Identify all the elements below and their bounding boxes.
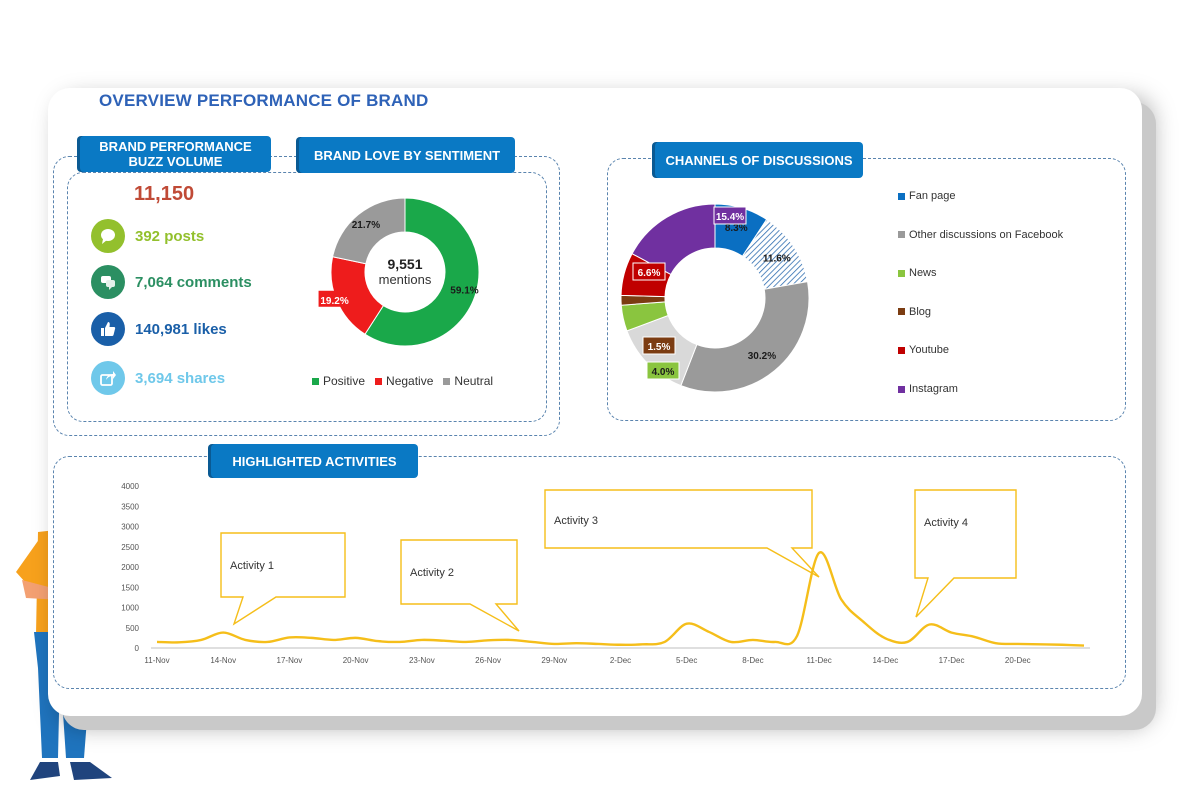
comments-icon	[91, 265, 125, 299]
thumbs-up-icon	[91, 312, 125, 346]
channels-legend-item-5: Instagram	[898, 383, 958, 395]
channels-value-label-2: 30.2%	[748, 351, 776, 362]
legend-text: News	[909, 267, 937, 280]
channels-value-label-5: 1.5%	[648, 342, 671, 353]
legend-text: Other discussions on Facebook	[909, 228, 1064, 241]
legend-text: Fan page	[909, 190, 956, 202]
legend-text: Negative	[386, 374, 434, 388]
channels-donut-chart: 8.3% 11.6% 30.2% 4.0% 1.5% 6.6% 15.4%	[620, 203, 810, 393]
sentiment-center-value: 9,551	[387, 256, 423, 272]
sentiment-legend: Positive Negative Neutral	[312, 374, 493, 388]
channels-label-bg-6	[632, 262, 666, 281]
legend-swatch	[898, 385, 905, 393]
legend-swatch	[375, 377, 383, 385]
share-icon	[91, 361, 125, 395]
metric-likes-text: 140,981 likes	[135, 320, 227, 338]
channels-value-label-6: 6.6%	[638, 268, 661, 279]
donut-slice-2	[680, 281, 810, 393]
channels-legend-item-4: Youtube	[898, 344, 949, 356]
activities-label: HIGHLIGHTED ACTIVITIES	[211, 444, 418, 478]
sentiment-legend-item-negative: Negative	[375, 374, 433, 388]
sentiment-donut-chart: 59.1% 19.2% 21.7%	[318, 197, 480, 347]
sentiment-legend-item-positive: Positive	[312, 374, 365, 388]
legend-text: Neutral	[454, 374, 494, 388]
metric-likes: 140,981 likes	[91, 312, 227, 346]
channels-value-label-4: 4.0%	[652, 367, 675, 378]
legend-text: Instagram	[909, 383, 958, 395]
metric-shares: 3,694 shares	[91, 361, 225, 395]
legend-text: Blog	[909, 305, 932, 318]
metric-posts: 392 posts	[91, 219, 204, 253]
sentiment-value-label-1: 19.2%	[320, 296, 348, 307]
channels-legend-item-2: News	[898, 267, 937, 279]
speech-bubble-icon	[91, 219, 125, 253]
channels-legend-item-3: Blog	[898, 306, 931, 318]
sentiment-negative-label-bg	[318, 290, 351, 307]
legend-swatch	[898, 269, 905, 277]
channels-label-bg-7	[713, 206, 747, 225]
donut-slice-7	[631, 203, 716, 276]
buzz-total: 11,150	[134, 183, 195, 205]
sentiment-label: BRAND LOVE BY SENTIMENT	[299, 137, 515, 173]
legend-text: Youtube	[909, 344, 949, 357]
legend-swatch	[312, 377, 319, 385]
metric-shares-text: 3,694 shares	[135, 369, 226, 387]
donut-slice-0	[364, 197, 480, 347]
legend-text: Positive	[323, 374, 366, 388]
donut-slice-2	[331, 197, 406, 265]
channels-legend-item-1: Other discussions on Facebook	[898, 229, 1063, 241]
legend-swatch	[443, 377, 451, 385]
channels-value-label-1: 11.6%	[763, 253, 791, 264]
page-title: OVERVIEW PERFORMANCE OF BRAND	[99, 91, 429, 110]
sentiment-legend-item-neutral: Neutral	[443, 374, 493, 388]
sentiment-value-label-0: 59.1%	[450, 285, 478, 296]
metric-posts-text: 392 posts	[135, 227, 205, 245]
channels-panel	[607, 158, 1126, 421]
sentiment-value-label-2: 21.7%	[352, 220, 380, 231]
channels-label: CHANNELS OF DISCUSSIONS	[655, 142, 863, 178]
channels-value-label-0: 8.3%	[725, 223, 748, 234]
legend-swatch	[898, 192, 905, 200]
legend-swatch	[898, 346, 905, 354]
channels-label-bg-5	[642, 336, 676, 355]
metric-comments: 7,064 comments	[91, 265, 252, 299]
buzz-volume-label: BRAND PERFORMANCE BUZZ VOLUME	[80, 136, 271, 172]
metric-comments-text: 7,064 comments	[135, 273, 252, 291]
activities-panel	[53, 456, 1126, 689]
legend-swatch	[898, 231, 905, 239]
channels-value-label-7: 15.4%	[716, 212, 744, 223]
legend-swatch	[898, 308, 905, 316]
channels-legend-item-0: Fan page	[898, 190, 955, 202]
channels-label-bg-4	[646, 361, 680, 380]
sentiment-center-label: mentions	[378, 272, 432, 287]
